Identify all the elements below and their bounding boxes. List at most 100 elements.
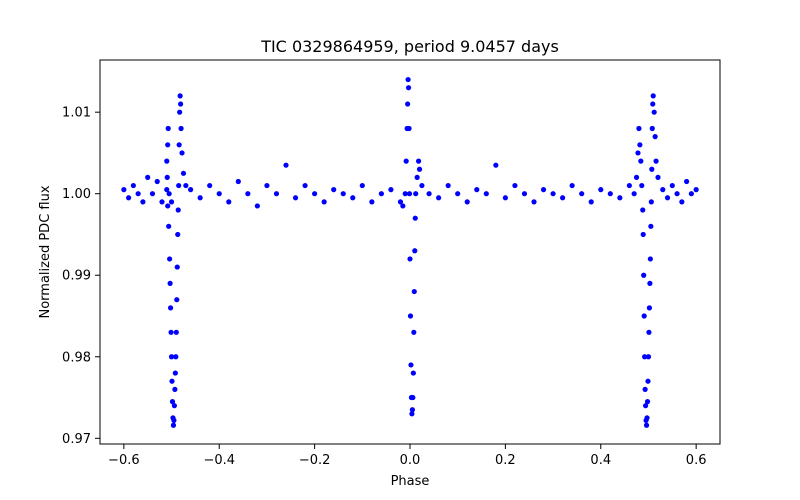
data-point	[169, 378, 175, 384]
data-point	[167, 256, 173, 262]
data-point	[177, 109, 183, 115]
data-point	[172, 370, 178, 376]
data-point	[512, 182, 518, 189]
data-point	[474, 187, 480, 193]
data-point	[406, 191, 413, 197]
data-point	[135, 191, 141, 197]
data-point	[207, 182, 213, 189]
data-point	[168, 354, 175, 360]
data-point	[409, 407, 415, 413]
data-point	[188, 187, 194, 193]
data-point	[180, 170, 187, 176]
data-point	[173, 329, 179, 335]
data-point	[397, 199, 404, 205]
data-point	[643, 422, 650, 428]
data-point	[178, 125, 184, 132]
data-point	[631, 191, 637, 197]
x-tick-label: −0.2	[299, 453, 331, 468]
data-point	[531, 199, 537, 205]
data-point	[378, 191, 384, 197]
data-point	[171, 403, 177, 409]
data-point	[177, 93, 183, 99]
data-point	[445, 182, 451, 189]
data-point	[415, 158, 422, 164]
data-point	[140, 199, 146, 205]
x-tick-label: −0.6	[108, 453, 140, 468]
data-point	[550, 191, 556, 197]
data-point	[669, 182, 675, 189]
data-point	[121, 187, 127, 193]
data-point	[254, 203, 260, 209]
x-axis: −0.6 −0.4 −0.2 0.0 0.2 0.4 0.6	[108, 444, 706, 468]
data-point	[292, 195, 299, 201]
data-point	[642, 386, 648, 392]
data-point	[183, 182, 189, 189]
data-point	[145, 174, 151, 180]
data-point	[403, 158, 409, 164]
data-point	[640, 207, 646, 213]
data-point	[168, 199, 175, 205]
data-point	[178, 101, 184, 107]
data-point	[159, 199, 165, 205]
data-point	[402, 191, 408, 197]
data-point	[688, 191, 694, 197]
data-point	[179, 150, 185, 156]
x-tick-label: 0.4	[590, 453, 611, 468]
data-point	[649, 125, 655, 132]
data-point	[648, 223, 654, 229]
data-point	[369, 199, 375, 205]
data-point	[166, 223, 172, 229]
data-point	[411, 288, 417, 295]
data-point	[650, 101, 656, 107]
data-point	[176, 182, 182, 189]
data-point	[164, 158, 170, 164]
data-point	[405, 101, 411, 107]
y-tick-label: 0.97	[62, 432, 91, 447]
data-point	[649, 166, 655, 172]
y-tick-label: 0.99	[62, 269, 91, 284]
data-point	[647, 280, 653, 286]
data-point	[679, 199, 685, 205]
data-point	[642, 354, 648, 360]
data-point	[413, 191, 419, 197]
data-point	[579, 191, 585, 197]
data-point	[174, 297, 180, 303]
data-point	[175, 231, 181, 238]
chart-title: TIC 0329864959, period 9.0457 days	[260, 37, 559, 56]
data-point	[636, 125, 642, 132]
data-point	[635, 150, 641, 156]
y-tick-label: 0.98	[62, 350, 91, 365]
data-point	[639, 182, 645, 189]
data-point	[197, 195, 203, 201]
data-point	[664, 195, 671, 201]
data-point	[164, 174, 170, 180]
data-point	[167, 305, 174, 311]
data-point	[598, 187, 604, 193]
data-point	[436, 195, 442, 201]
data-point	[216, 191, 222, 197]
data-point	[407, 313, 414, 319]
data-point	[464, 199, 470, 205]
data-point	[644, 415, 650, 421]
data-point	[414, 174, 420, 180]
data-point	[168, 329, 174, 335]
data-point	[273, 191, 280, 197]
data-point	[388, 187, 394, 193]
data-point	[641, 272, 647, 278]
data-point	[173, 354, 179, 360]
data-point	[650, 93, 656, 99]
data-point	[312, 191, 318, 197]
data-point	[400, 203, 406, 209]
data-point	[646, 305, 653, 311]
y-tick-label: 1.00	[62, 187, 91, 202]
data-point	[169, 399, 176, 405]
data-point	[640, 231, 646, 238]
x-tick-label: 0.6	[686, 453, 707, 468]
data-point	[502, 195, 508, 201]
x-tick-label: 0.2	[495, 453, 516, 468]
data-point	[149, 191, 156, 197]
plot-frame	[99, 59, 721, 445]
data-point	[648, 199, 654, 205]
data-point	[130, 182, 136, 189]
data-points	[121, 76, 699, 428]
